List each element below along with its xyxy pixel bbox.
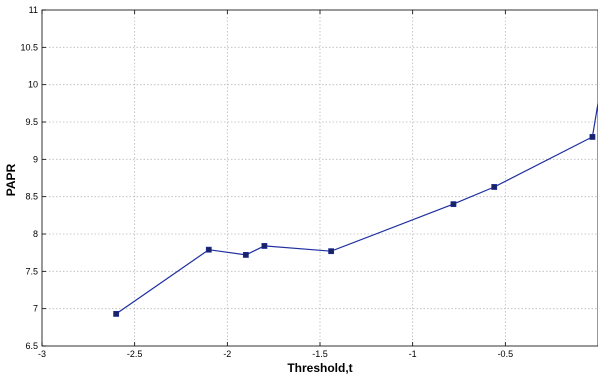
- grid: [42, 10, 598, 346]
- data-point: [491, 184, 498, 190]
- x-tick-label: -2: [223, 349, 231, 359]
- y-tick-label: 10.5: [20, 42, 38, 52]
- data-point: [242, 252, 249, 258]
- data-point: [205, 246, 212, 253]
- data-point: [113, 310, 120, 317]
- y-axis-title: PAPR: [4, 163, 18, 196]
- y-tick-label: 9.5: [25, 117, 38, 127]
- y-tick-label: 11: [29, 5, 38, 15]
- y-tick-labels: 6.5 7 7.5 8 8.5 9 9.5 10 10.5 11: [20, 5, 38, 351]
- data-point: [450, 201, 457, 208]
- x-tick-label: -3: [38, 349, 46, 359]
- series-layer: [113, 103, 598, 317]
- x-axis-title: Threshold,t: [287, 361, 352, 375]
- x-tick-label: -1.5: [312, 349, 328, 359]
- x-tick-label: -0.5: [498, 349, 514, 359]
- data-point: [261, 243, 268, 249]
- data-point: [589, 134, 596, 140]
- y-tick-label: 10: [28, 80, 38, 90]
- data-point: [328, 248, 335, 255]
- x-tick-labels: -3 -2.5 -2 -1.5 -1 -0.5: [38, 349, 513, 359]
- x-tick-label: -1: [409, 349, 417, 359]
- y-tick-label: 6.5: [25, 341, 38, 351]
- y-tick-label: 8: [33, 229, 38, 239]
- y-tick-label: 7: [33, 304, 38, 314]
- x-tick-label: -2.5: [127, 349, 143, 359]
- tick-marks: [41, 9, 506, 347]
- y-tick-label: 8.5: [25, 192, 38, 202]
- y-tick-label: 9: [33, 154, 38, 164]
- y-tick-label: 7.5: [25, 266, 38, 276]
